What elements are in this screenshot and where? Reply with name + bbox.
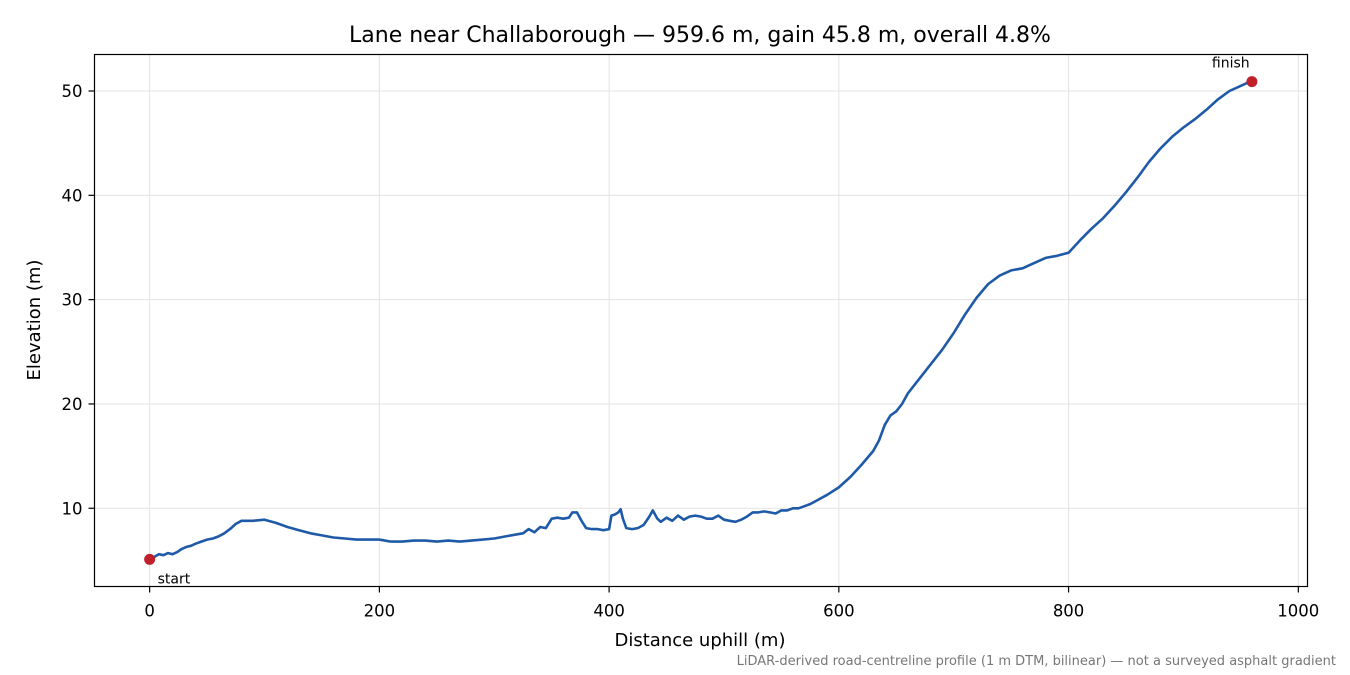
y-tick-label: 10 [62, 499, 83, 518]
x-tick-label: 1000 [1277, 602, 1319, 621]
y-tick-label: 40 [62, 186, 83, 205]
endpoint-markers: start finish [144, 56, 1258, 587]
x-tick-label: 800 [1053, 602, 1085, 621]
grid-lines [94, 54, 1308, 587]
footnote: LiDAR-derived road-centreline profile (1… [737, 654, 1336, 669]
y-axis-ticks: 10 20 30 40 50 [62, 82, 95, 518]
finish-label: finish [1212, 56, 1250, 72]
finish-marker [1246, 76, 1258, 88]
x-axis-label: Distance uphill (m) [615, 630, 786, 651]
x-tick-label: 200 [364, 602, 396, 621]
start-marker [144, 553, 156, 565]
plot-frame [93, 53, 1309, 588]
chart-title: Lane near Challaborough — 959.6 m, gain … [349, 23, 1051, 48]
y-tick-label: 20 [62, 395, 83, 414]
y-axis-label: Elevation (m) [24, 260, 45, 381]
elevation-line [148, 80, 1252, 561]
x-tick-label: 600 [823, 602, 855, 621]
y-tick-label: 50 [62, 82, 83, 101]
start-label: start [158, 571, 191, 587]
series-layer [148, 80, 1252, 561]
y-tick-label: 30 [62, 291, 83, 310]
x-axis-ticks: 0 200 400 600 800 1000 [144, 586, 1319, 621]
x-tick-label: 400 [593, 602, 625, 621]
x-tick-label: 0 [144, 602, 155, 621]
